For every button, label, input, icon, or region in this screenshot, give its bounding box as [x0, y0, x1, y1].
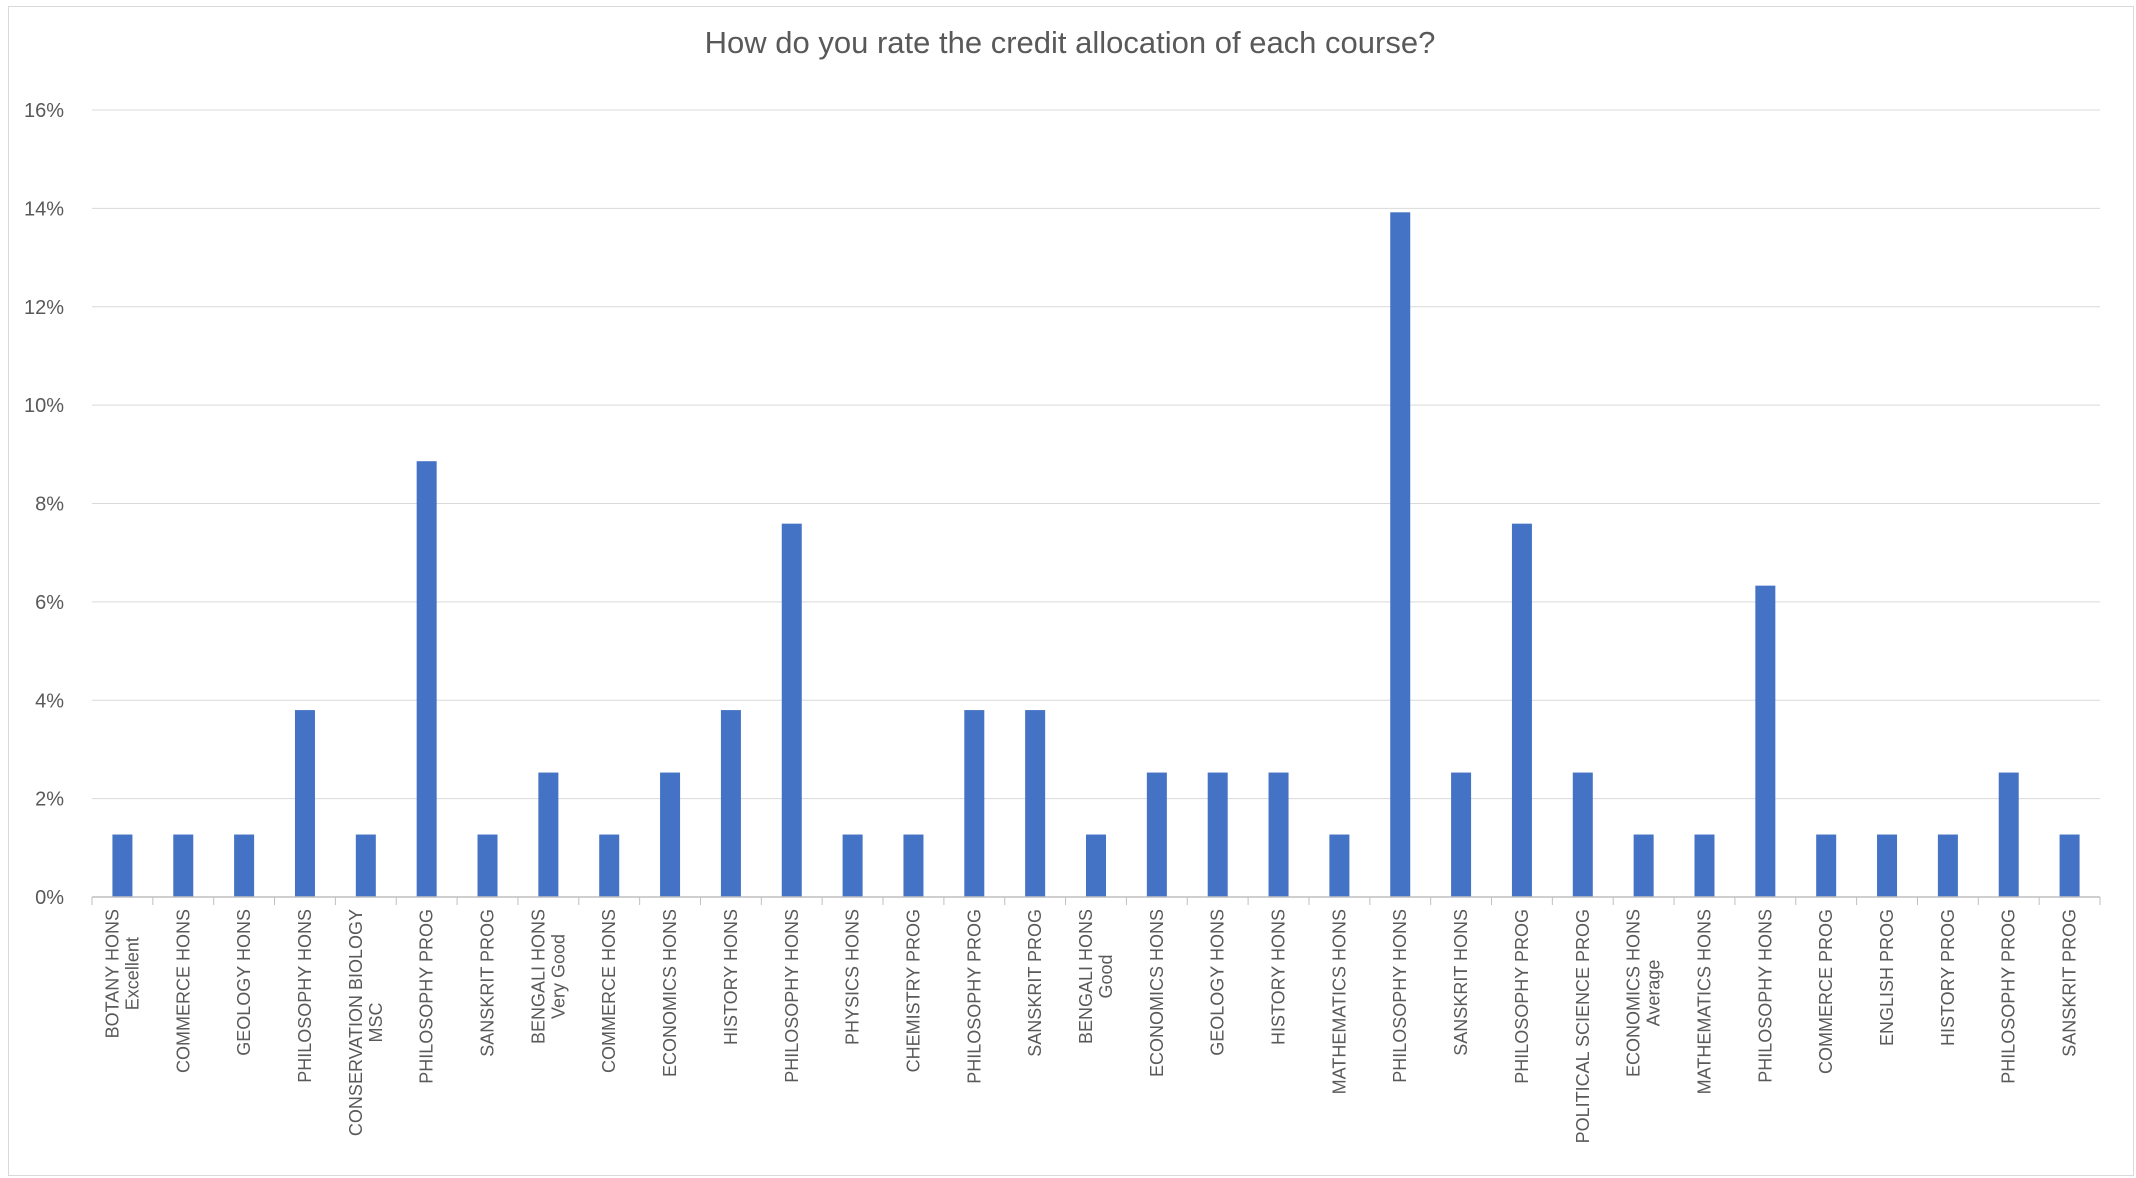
bar: [1998, 772, 2019, 897]
x-tick-label: PHILOSOPHY HONS: [782, 909, 802, 1083]
x-tick-label: PHILOSOPHY HONS: [295, 909, 315, 1083]
bar: [1694, 834, 1715, 897]
bar: [234, 834, 255, 897]
y-tick-label: 2%: [35, 789, 64, 811]
x-tick-label: PHYSICS HONS: [843, 909, 863, 1045]
x-tick-label: HISTORY HONS: [721, 909, 741, 1045]
bar: [416, 461, 437, 897]
bar: [1329, 834, 1350, 897]
bar: [1146, 772, 1167, 897]
x-tick-label: BENGALI HONS: [528, 909, 548, 1044]
bar: [1937, 834, 1958, 897]
y-tick-label: 14%: [24, 198, 64, 220]
x-tick-label: ECONOMICS HONS: [660, 909, 680, 1077]
x-tick-label: SANSKRIT PROG: [2060, 909, 2080, 1057]
x-tick-label: PHILOSOPHY PROG: [417, 909, 437, 1084]
x-tick-label: SANSKRIT HONS: [1451, 909, 1471, 1056]
bar: [1025, 710, 1046, 897]
x-tick-label: GEOLOGY HONS: [234, 909, 254, 1056]
bar: [781, 523, 802, 897]
bar: [173, 834, 194, 897]
x-tick-label: GEOLOGY HONS: [1208, 909, 1228, 1056]
x-tick-label: PHILOSOPHY PROG: [1512, 909, 1532, 1084]
bar: [964, 710, 985, 897]
bar: [1086, 834, 1106, 897]
x-tick-label: HISTORY PROG: [1938, 909, 1958, 1046]
x-tick-label: ECONOMICS HONS: [1147, 909, 1167, 1077]
bar: [842, 834, 863, 897]
bar: [1451, 772, 1472, 897]
bar: [1633, 834, 1654, 897]
x-axis: [91, 896, 2101, 905]
bars: [112, 212, 2080, 897]
x-tick-label: SANSKRIT PROG: [1025, 909, 1045, 1057]
bar: [1268, 772, 1289, 897]
x-tick-label: PHILOSOPHY PROG: [1999, 909, 2019, 1084]
y-tick-label: 6%: [35, 592, 64, 614]
x-tick-group-label: Very Good: [548, 934, 568, 1019]
x-tick-label: CHEMISTRY PROG: [903, 909, 923, 1072]
x-tick-label: BENGALI HONS: [1076, 909, 1096, 1044]
bar: [903, 834, 924, 897]
y-tick-label: 0%: [35, 887, 64, 909]
chart-title: How do you rate the credit allocation of…: [705, 25, 1436, 60]
y-tick-label: 12%: [24, 297, 64, 319]
x-tick-label: POLITICAL SCIENCE PROG: [1573, 909, 1593, 1143]
x-tick-label: CONSERVATION BIOLOGY: [346, 909, 366, 1136]
x-tick-label: COMMERCE HONS: [599, 909, 619, 1073]
bar: [720, 710, 741, 897]
x-tick-label: PHILOSOPHY HONS: [1755, 909, 1775, 1083]
y-tick-label: 10%: [24, 395, 64, 417]
x-tick-group-label: Good: [1096, 955, 1116, 999]
x-tick-label: COMMERCE PROG: [1816, 909, 1836, 1074]
y-tick-label: 4%: [35, 690, 64, 712]
gridlines: [92, 109, 2100, 800]
bar: [1816, 834, 1837, 897]
x-tick-label: PHILOSOPHY PROG: [964, 909, 984, 1084]
x-tick-label: MATHEMATICS HONS: [1329, 909, 1349, 1094]
x-tick-group-label: Average: [1644, 960, 1664, 1027]
x-tick-label: ENGLISH PROG: [1877, 909, 1897, 1046]
bar: [599, 834, 620, 897]
x-tick-label: PHILOSOPHY HONS: [1390, 909, 1410, 1083]
bar: [477, 834, 498, 897]
bar: [660, 772, 681, 897]
bar: [1207, 772, 1228, 897]
y-tick-label: 8%: [35, 494, 64, 516]
bar: [1390, 212, 1411, 897]
bar: [1572, 772, 1593, 897]
x-axis-tick-labels: BOTANY HONS Excellent COMMERCE HONS GEOLOGY…: [102, 909, 2079, 1143]
x-tick-label: BOTANY HONS: [102, 909, 122, 1038]
x-tick-label: HISTORY HONS: [1269, 909, 1289, 1045]
bar: [1511, 523, 1532, 897]
bar: [355, 834, 376, 897]
bar: [2059, 834, 2080, 897]
bar: [1877, 834, 1898, 897]
x-tick-label: COMMERCE HONS: [173, 909, 193, 1073]
bar: [538, 772, 559, 897]
y-tick-label: 16%: [24, 100, 64, 122]
bar: [294, 710, 315, 897]
bar: [1755, 585, 1776, 897]
chart-frame: [8, 6, 2134, 1176]
bar: [112, 834, 133, 897]
x-tick-label: SANSKRIT PROG: [478, 909, 498, 1057]
x-tick-group-label: MSC: [366, 1003, 386, 1043]
x-tick-group-label: Excellent: [122, 937, 142, 1010]
x-tick-label: MATHEMATICS HONS: [1694, 909, 1714, 1094]
y-axis-tick-labels: 0% 2% 4% 6% 8% 10% 12% 14% 16%: [24, 100, 64, 909]
x-tick-label: ECONOMICS HONS: [1624, 909, 1644, 1077]
